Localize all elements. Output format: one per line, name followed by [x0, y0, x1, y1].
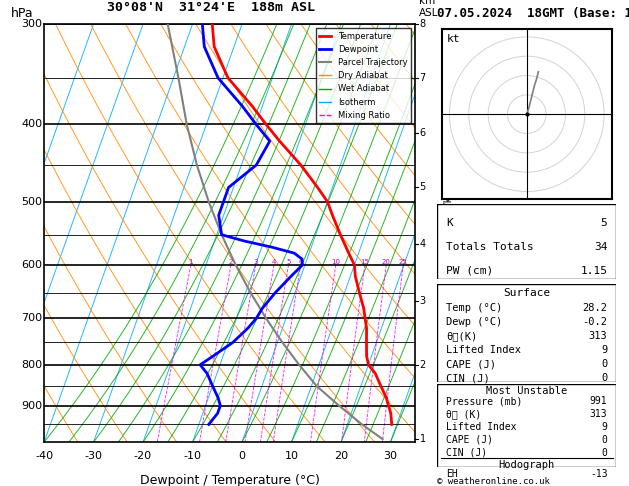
Text: -10: -10	[184, 451, 201, 461]
Text: hPa: hPa	[11, 7, 33, 20]
Text: 28.2: 28.2	[582, 303, 608, 313]
Text: 0: 0	[601, 359, 608, 369]
Text: 4: 4	[420, 239, 426, 249]
Text: 1: 1	[189, 259, 193, 265]
Text: CIN (J): CIN (J)	[446, 373, 490, 383]
Text: 900: 900	[21, 400, 42, 411]
Text: 5: 5	[286, 259, 291, 265]
Text: Hodograph: Hodograph	[499, 460, 555, 470]
Text: Mixing Ratio (g/kg): Mixing Ratio (g/kg)	[443, 187, 454, 279]
Text: -20: -20	[134, 451, 152, 461]
Text: 10: 10	[331, 259, 340, 265]
Text: 8: 8	[420, 19, 426, 29]
Text: Dewpoint / Temperature (°C): Dewpoint / Temperature (°C)	[140, 473, 320, 486]
Text: CAPE (J): CAPE (J)	[446, 359, 496, 369]
Text: 0: 0	[601, 373, 608, 383]
Text: 3: 3	[420, 295, 426, 306]
Text: 5: 5	[601, 218, 608, 227]
Text: Most Unstable: Most Unstable	[486, 386, 567, 397]
Text: 25: 25	[399, 259, 408, 265]
Text: Dewp (°C): Dewp (°C)	[446, 317, 503, 327]
Text: kt: kt	[447, 35, 460, 44]
Text: CIN (J): CIN (J)	[446, 448, 487, 457]
Text: -13: -13	[590, 469, 608, 479]
Text: 10: 10	[284, 451, 298, 461]
Text: 30°08'N  31°24'E  188m ASL: 30°08'N 31°24'E 188m ASL	[107, 1, 315, 14]
Text: 20: 20	[382, 259, 391, 265]
Text: 9: 9	[601, 345, 608, 355]
Text: 2: 2	[229, 259, 233, 265]
Legend: Temperature, Dewpoint, Parcel Trajectory, Dry Adiabat, Wet Adiabat, Isotherm, Mi: Temperature, Dewpoint, Parcel Trajectory…	[316, 29, 411, 123]
Text: Lifted Index: Lifted Index	[446, 345, 521, 355]
Text: 30: 30	[384, 451, 398, 461]
Text: -0.2: -0.2	[582, 317, 608, 327]
Text: 34: 34	[594, 242, 608, 252]
Text: Temp (°C): Temp (°C)	[446, 303, 503, 313]
Text: 9: 9	[601, 422, 608, 432]
Text: 0: 0	[238, 451, 245, 461]
Text: Pressure (mb): Pressure (mb)	[446, 397, 523, 406]
Text: 0: 0	[601, 435, 608, 445]
Text: -40: -40	[35, 451, 53, 461]
Text: 6: 6	[298, 259, 303, 265]
Text: 5: 5	[420, 182, 426, 192]
Text: 1: 1	[420, 434, 426, 444]
Text: 4: 4	[272, 259, 276, 265]
Text: K: K	[446, 218, 453, 227]
Text: θᴇ(K): θᴇ(K)	[446, 331, 477, 341]
Text: 313: 313	[590, 409, 608, 419]
Text: Totals Totals: Totals Totals	[446, 242, 534, 252]
Text: CAPE (J): CAPE (J)	[446, 435, 493, 445]
Text: 2: 2	[420, 360, 426, 370]
Text: 991: 991	[590, 397, 608, 406]
Text: Surface: Surface	[503, 288, 550, 298]
Text: 800: 800	[21, 360, 42, 370]
Text: © weatheronline.co.uk: © weatheronline.co.uk	[437, 477, 550, 486]
Text: km
ASL: km ASL	[419, 0, 438, 18]
Text: 500: 500	[21, 197, 42, 207]
Text: 6: 6	[420, 128, 426, 138]
Text: 7: 7	[420, 73, 426, 83]
Text: PW (cm): PW (cm)	[446, 266, 493, 276]
Text: 07.05.2024  18GMT (Base: 12): 07.05.2024 18GMT (Base: 12)	[437, 7, 629, 20]
Text: 400: 400	[21, 119, 42, 129]
Text: 300: 300	[21, 19, 42, 29]
Text: 0: 0	[601, 448, 608, 457]
Text: 1.15: 1.15	[581, 266, 608, 276]
Text: 313: 313	[589, 331, 608, 341]
Text: 15: 15	[360, 259, 369, 265]
Text: 600: 600	[21, 260, 42, 270]
Text: Lifted Index: Lifted Index	[446, 422, 516, 432]
Text: 20: 20	[334, 451, 348, 461]
Text: EH: EH	[446, 469, 458, 479]
Text: 700: 700	[21, 313, 42, 324]
Text: -30: -30	[84, 451, 103, 461]
Text: 3: 3	[253, 259, 258, 265]
Text: θᴇ (K): θᴇ (K)	[446, 409, 481, 419]
